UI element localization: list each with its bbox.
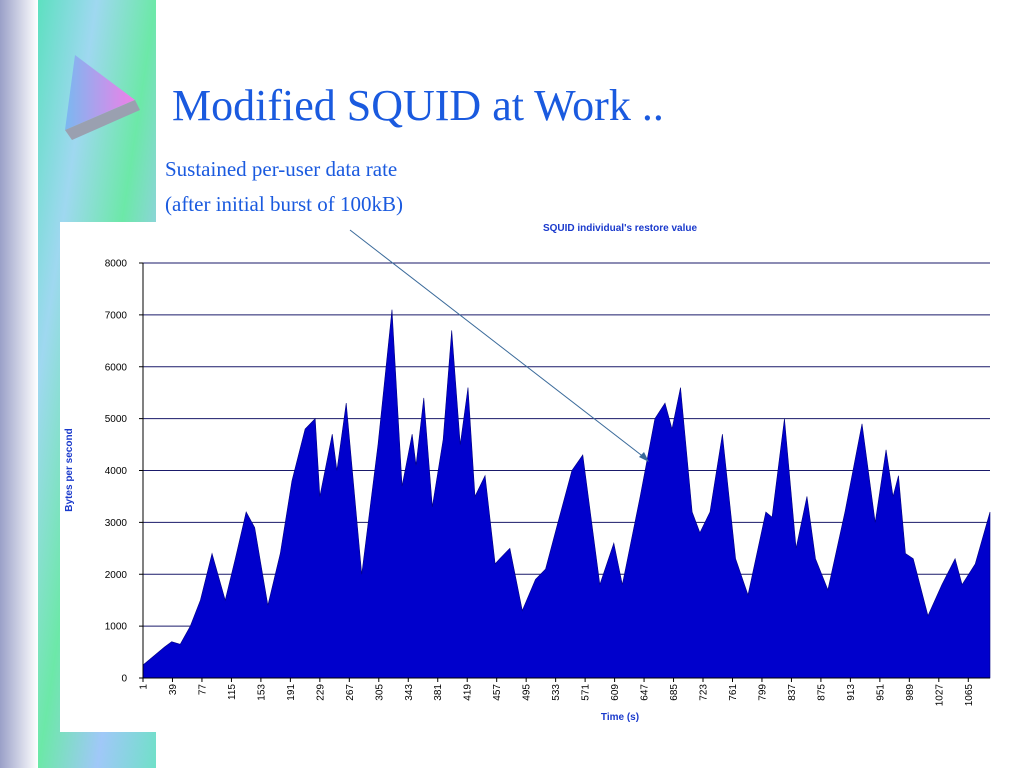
x-tick-label: 533 <box>551 684 562 701</box>
y-axis-label: Bytes per second <box>64 428 75 511</box>
plot: 0 1000 2000 3000 4000 5000 6000 7000 8000 1 39 77 11… <box>105 259 991 707</box>
edge-gradient <box>0 0 38 768</box>
y-tick-label: 6000 <box>105 362 128 373</box>
x-tick-label: 989 <box>905 684 916 701</box>
x-tick-label: 837 <box>787 684 798 701</box>
y-tick-label: 1000 <box>105 622 128 633</box>
x-tick-label: 153 <box>256 684 267 701</box>
x-tick-label: 381 <box>433 684 444 701</box>
y-tick-label: 5000 <box>105 414 128 425</box>
slide-title: Modified SQUID at Work .. <box>172 81 664 130</box>
x-tick-label: 1027 <box>934 684 945 707</box>
x-tick-label: 77 <box>197 684 208 696</box>
x-tick-label: 419 <box>463 684 474 701</box>
y-tick-label: 7000 <box>105 310 128 321</box>
x-tick-label: 761 <box>728 684 739 701</box>
x-tick-label: 647 <box>640 684 651 701</box>
subtitle-line: (after initial burst of 100kB) <box>165 192 403 216</box>
chart-title: SQUID individual's restore value <box>543 223 698 234</box>
x-tick-label: 875 <box>816 684 827 701</box>
x-tick-label: 799 <box>757 684 768 701</box>
x-tick-label: 723 <box>699 684 710 701</box>
decor-triangle <box>65 55 135 130</box>
x-tick-label: 1065 <box>964 684 975 707</box>
x-tick-label: 343 <box>404 684 415 701</box>
x-tick-label: 191 <box>286 684 297 701</box>
x-tick-label: 609 <box>610 684 621 701</box>
y-tick-label: 2000 <box>105 570 128 581</box>
y-tick-label: 8000 <box>105 259 128 270</box>
x-tick-label: 305 <box>374 684 385 701</box>
subtitle-line: Sustained per-user data rate <box>165 157 397 181</box>
decor-triangle-shadow <box>65 100 140 140</box>
annotation-arrow <box>349 229 646 459</box>
x-tick-label: 39 <box>168 684 179 696</box>
arrow-head <box>639 452 649 462</box>
x-tick-label: 913 <box>846 684 857 701</box>
x-tick-label: 1 <box>139 684 150 690</box>
x-tick-label: 115 <box>227 684 238 700</box>
x-tick-label: 495 <box>522 684 533 701</box>
x-tick-label: 267 <box>345 684 356 701</box>
y-tick-label: 4000 <box>105 466 128 477</box>
x-tick-label: 951 <box>875 684 886 701</box>
area <box>142 309 991 679</box>
x-axis-label: Time (s) <box>601 712 639 723</box>
x-tick-label: 229 <box>315 684 326 701</box>
x-tick-label: 685 <box>669 684 680 701</box>
x-tick-label: 457 <box>492 684 503 701</box>
x-tick-label: 571 <box>581 684 592 701</box>
y-tick-label: 0 <box>121 674 127 685</box>
y-tick-label: 3000 <box>105 518 128 529</box>
